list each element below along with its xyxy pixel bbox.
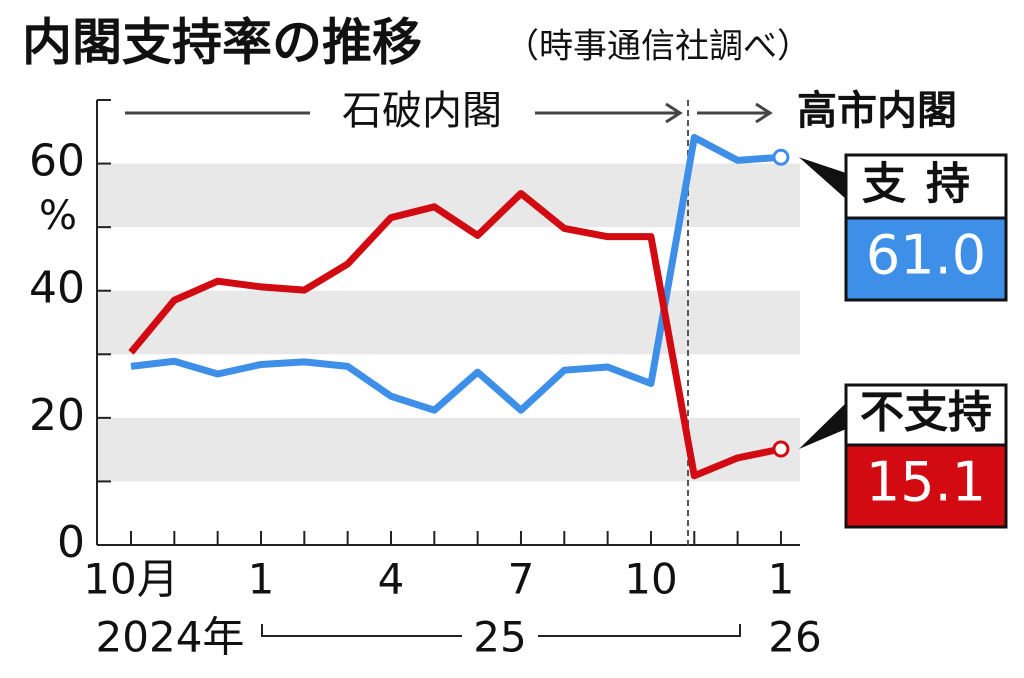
end-point [772,148,790,166]
legend-label: 不支持 [860,387,992,438]
x-tick-label: 10 [624,555,677,604]
series-line [130,134,782,414]
series-line [128,189,782,480]
value-label: 61.0 [866,224,986,287]
x-tick-label: 1 [768,555,795,604]
legend-box [844,153,1008,220]
unit-label: % [39,193,77,239]
y-tick-label: 0 [57,517,85,568]
chart-title: 内閣支持率の推移 [22,14,422,72]
x-tick-label: 1 [248,555,275,604]
legend-box [844,383,1008,447]
y-tick-label: 40 [29,263,85,314]
chart-subtitle: （時事通信社調べ） [505,27,811,67]
x-tick-label: 4 [378,555,405,604]
callout-pointer [798,403,846,450]
callout-pointer [798,157,846,199]
end-point [772,440,790,458]
arrow [125,102,773,124]
year-label: 2024年 [96,613,245,662]
legend-label: 支持 [862,159,990,210]
x-tick-label: 10月 [83,555,178,604]
grid-band [97,290,800,355]
year-label: 26 [768,613,821,662]
year-label: 25 [473,613,526,662]
y-tick-label: 20 [29,390,85,441]
year-bracket [261,624,741,637]
annotation: 石破内閣 [342,88,502,134]
annotation: 高市内閣 [797,88,957,134]
y-tick-label: 60 [29,136,85,187]
value-box [844,216,1008,302]
value-label: 15.1 [866,451,986,514]
value-box [844,443,1008,529]
x-tick-label: 7 [508,555,535,604]
